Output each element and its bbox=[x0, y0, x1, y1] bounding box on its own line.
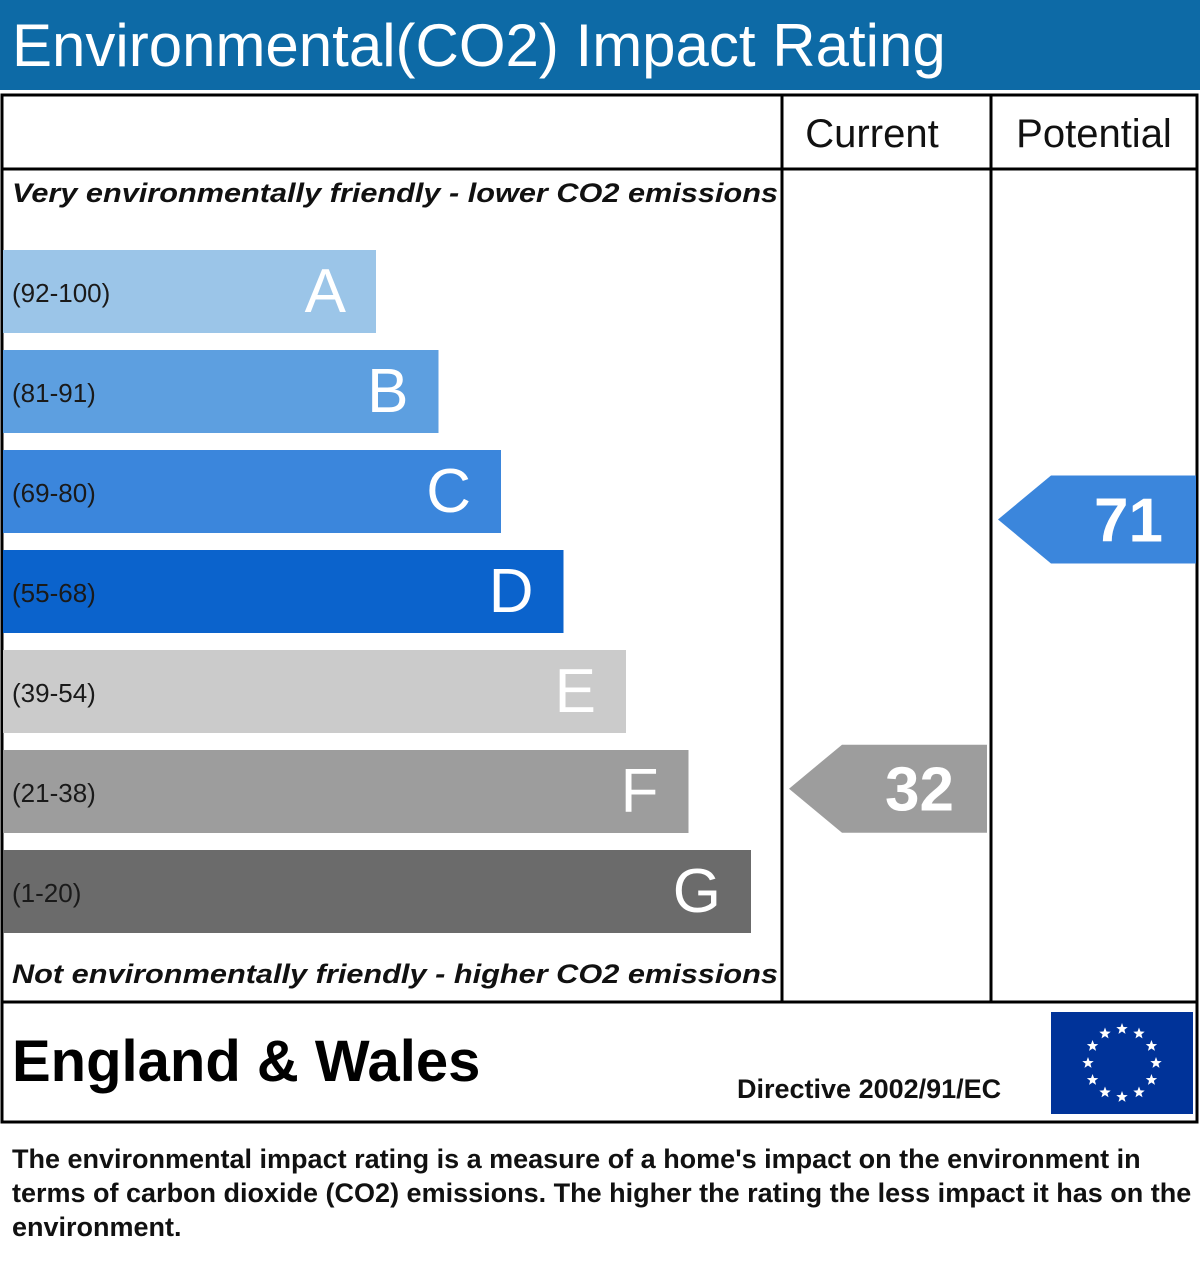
band-d-letter: D bbox=[489, 557, 534, 626]
rating-chart: Current Potential Very environmentally f… bbox=[0, 93, 1199, 1124]
eu-star-icon bbox=[1116, 1091, 1128, 1102]
bottom-caption: Not environmentally friendly - higher CO… bbox=[12, 959, 778, 989]
current-rating-arrow bbox=[789, 744, 987, 833]
band-a-letter: A bbox=[305, 257, 347, 326]
potential-rating-arrow bbox=[998, 475, 1196, 564]
band-c-letter: C bbox=[426, 457, 471, 526]
eu-star-icon bbox=[1145, 1040, 1158, 1051]
current-column-header: Current bbox=[805, 112, 938, 156]
eu-flag-icon bbox=[1051, 1012, 1193, 1114]
header-bar: Environmental(CO2) Impact Rating bbox=[0, 0, 1200, 90]
region-label: England & Wales bbox=[12, 1029, 481, 1094]
eu-star-icon bbox=[1150, 1057, 1162, 1068]
eu-star-icon bbox=[1133, 1027, 1145, 1039]
band-b-bar bbox=[3, 350, 439, 433]
rating-arrows: 32 71 bbox=[789, 475, 1196, 833]
eu-star-icon bbox=[1133, 1086, 1145, 1098]
directive-label: Directive 2002/91/EC bbox=[737, 1074, 1002, 1104]
page-title: Environmental(CO2) Impact Rating bbox=[12, 12, 946, 79]
band-b-letter: B bbox=[367, 357, 408, 426]
potential-column-header: Potential bbox=[1016, 112, 1172, 156]
eu-star-icon bbox=[1086, 1040, 1099, 1051]
band-b-range: (81-91) bbox=[12, 378, 96, 408]
current-rating-value: 32 bbox=[885, 756, 954, 825]
band-d-bar bbox=[3, 550, 564, 633]
band-e-letter: E bbox=[555, 657, 596, 726]
eu-star-icon bbox=[1082, 1057, 1094, 1068]
band-d-range: (55-68) bbox=[12, 578, 96, 608]
rating-bands: (92-100) A (81-91) B (69-80) C (55-68) D (39-54)… bbox=[3, 250, 751, 933]
chart-frame bbox=[0, 93, 1199, 1124]
band-g-letter: G bbox=[673, 857, 721, 926]
explanation-text: The environmental impact rating is a mea… bbox=[12, 1144, 1192, 1242]
band-c-bar bbox=[3, 450, 501, 533]
band-a-bar bbox=[3, 250, 376, 333]
band-f-range: (21-38) bbox=[12, 778, 96, 808]
top-caption: Very environmentally friendly - lower CO… bbox=[12, 178, 778, 208]
potential-rating-value: 71 bbox=[1094, 487, 1163, 556]
band-a-range: (92-100) bbox=[12, 278, 110, 308]
eu-star-icon bbox=[1116, 1023, 1128, 1034]
band-f-letter: F bbox=[621, 757, 659, 826]
band-g-bar bbox=[3, 850, 751, 933]
band-e-range: (39-54) bbox=[12, 678, 96, 708]
band-f-bar bbox=[3, 750, 689, 833]
band-e-bar bbox=[3, 650, 626, 733]
eu-star-icon bbox=[1099, 1027, 1111, 1039]
eu-star-icon bbox=[1099, 1086, 1111, 1098]
band-g-range: (1-20) bbox=[12, 878, 81, 908]
band-c-range: (69-80) bbox=[12, 478, 96, 508]
eu-star-icon bbox=[1086, 1074, 1099, 1085]
eu-star-icon bbox=[1145, 1074, 1158, 1085]
